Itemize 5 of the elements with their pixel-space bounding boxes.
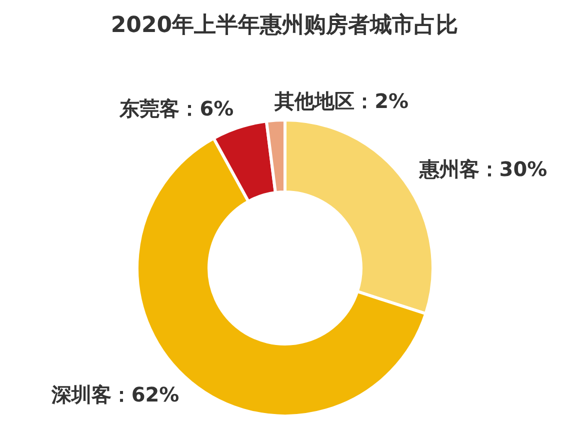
slice-label: 东莞客：6% xyxy=(118,96,234,121)
chart-title: 2020年上半年惠州购房者城市占比 xyxy=(110,12,458,38)
slice-label: 深圳客：62% xyxy=(50,382,180,406)
slice-label: 其他地区：2% xyxy=(274,88,409,113)
slice-label: 惠州客：30% xyxy=(418,156,548,181)
